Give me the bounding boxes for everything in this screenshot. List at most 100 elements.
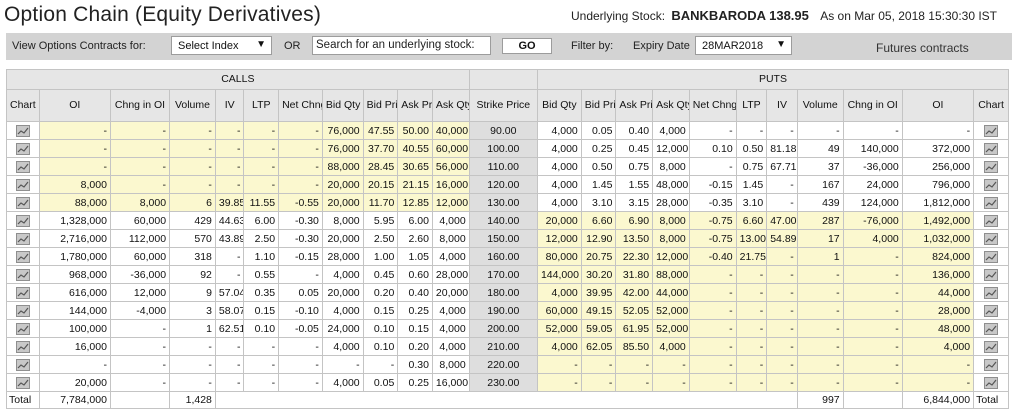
chart-icon[interactable]: [15, 304, 30, 317]
chart-cell[interactable]: [973, 211, 1009, 230]
chart-icon[interactable]: [15, 232, 30, 245]
puts-cell: 48,000: [652, 175, 690, 194]
chart-cell[interactable]: [973, 193, 1009, 212]
chart-icon[interactable]: [984, 232, 999, 245]
chart-icon[interactable]: [984, 250, 999, 263]
chart-icon[interactable]: [15, 286, 30, 299]
chart-icon[interactable]: [984, 214, 999, 227]
chart-cell[interactable]: [6, 355, 40, 374]
chart-icon[interactable]: [984, 286, 999, 299]
calls-cell: -: [214, 337, 245, 356]
total-empty: [214, 391, 798, 409]
column-header: Bid Qty: [321, 89, 364, 122]
puts-cell: -: [766, 121, 798, 140]
chart-icon[interactable]: [15, 196, 30, 209]
chart-cell[interactable]: [6, 121, 40, 140]
chart-cell[interactable]: [6, 265, 40, 284]
strike-group-header: [468, 69, 538, 90]
chart-cell[interactable]: [973, 301, 1009, 320]
futures-contracts-link[interactable]: Futures contracts: [876, 41, 969, 55]
chart-cell[interactable]: [973, 121, 1009, 140]
chart-cell[interactable]: [973, 373, 1009, 392]
chart-cell[interactable]: [973, 247, 1009, 266]
calls-cell: 144,000: [38, 301, 111, 320]
puts-cell: 13.50: [615, 229, 654, 248]
calls-cell: -: [169, 373, 216, 392]
select-index-dropdown[interactable]: Select Index ▼: [171, 36, 272, 55]
calls-cell: -: [214, 121, 245, 140]
chart-cell[interactable]: [6, 139, 40, 158]
chart-icon[interactable]: [984, 142, 999, 155]
chart-cell[interactable]: [973, 355, 1009, 374]
calls-cell: -: [169, 337, 216, 356]
puts-cell: 13.00: [735, 229, 768, 248]
chart-icon[interactable]: [984, 304, 999, 317]
puts-cell: 44,000: [652, 283, 690, 302]
puts-cell: 0.50: [580, 157, 617, 176]
chart-cell[interactable]: [6, 175, 40, 194]
chart-icon[interactable]: [984, 322, 999, 335]
calls-cell: -: [243, 355, 280, 374]
chart-icon[interactable]: [15, 124, 30, 137]
chart-icon[interactable]: [15, 340, 30, 353]
chart-cell[interactable]: [6, 157, 40, 176]
puts-cell: -: [796, 373, 844, 392]
chart-cell[interactable]: [973, 283, 1009, 302]
chart-icon[interactable]: [15, 160, 30, 173]
chart-cell[interactable]: [973, 157, 1009, 176]
expiry-date-dropdown[interactable]: 28MAR2018 ▼: [695, 36, 792, 55]
column-header: OI: [38, 89, 111, 122]
go-button[interactable]: GO: [502, 38, 552, 54]
puts-cell: -: [688, 265, 737, 284]
calls-header: CALLS: [6, 69, 470, 90]
chart-icon[interactable]: [984, 196, 999, 209]
chart-icon[interactable]: [984, 124, 999, 137]
chart-icon[interactable]: [984, 358, 999, 371]
puts-cell: 37: [796, 157, 844, 176]
chart-cell[interactable]: [973, 319, 1009, 338]
chart-cell[interactable]: [6, 373, 40, 392]
chart-icon[interactable]: [984, 268, 999, 281]
calls-cell: 0.45: [362, 265, 399, 284]
calls-cell: 0.30: [397, 355, 433, 374]
calls-cell: 57.04: [214, 283, 245, 302]
puts-cell: 6.90: [615, 211, 654, 230]
chart-cell[interactable]: [973, 229, 1009, 248]
chart-cell[interactable]: [6, 211, 40, 230]
chart-icon[interactable]: [984, 340, 999, 353]
calls-cell: 12.85: [397, 193, 433, 212]
chart-cell[interactable]: [973, 175, 1009, 194]
chart-icon[interactable]: [15, 178, 30, 191]
chart-cell[interactable]: [973, 139, 1009, 158]
chart-icon[interactable]: [15, 250, 30, 263]
puts-cell: 67.71: [766, 157, 798, 176]
calls-cell: -: [169, 157, 216, 176]
chart-cell[interactable]: [6, 283, 40, 302]
chart-icon[interactable]: [15, 358, 30, 371]
chart-icon[interactable]: [15, 322, 30, 335]
chart-cell[interactable]: [6, 301, 40, 320]
chart-icon[interactable]: [15, 142, 30, 155]
calls-cell: 4,000: [321, 265, 364, 284]
option-row: 88,000 8,000 6 39.85 11.55 -0.55 20,000 11.70 12…: [6, 193, 1009, 212]
chart-icon[interactable]: [984, 160, 999, 173]
chart-cell[interactable]: [973, 265, 1009, 284]
chart-icon[interactable]: [984, 178, 999, 191]
select-index-value: Select Index: [178, 40, 239, 52]
chart-cell[interactable]: [6, 247, 40, 266]
chart-icon[interactable]: [15, 376, 30, 389]
chart-cell[interactable]: [6, 337, 40, 356]
puts-cell: 8,000: [652, 211, 690, 230]
puts-cell: -: [796, 301, 844, 320]
underlying-search-input[interactable]: Search for an underlying stock:: [312, 36, 491, 55]
puts-cell: -: [766, 373, 798, 392]
chart-cell[interactable]: [6, 229, 40, 248]
chart-cell[interactable]: [973, 337, 1009, 356]
puts-cell: 1.45: [735, 175, 768, 194]
chart-icon[interactable]: [984, 376, 999, 389]
chart-icon[interactable]: [15, 214, 30, 227]
calls-cell: 60,000: [431, 139, 470, 158]
chart-icon[interactable]: [15, 268, 30, 281]
chart-cell[interactable]: [6, 193, 40, 212]
chart-cell[interactable]: [6, 319, 40, 338]
